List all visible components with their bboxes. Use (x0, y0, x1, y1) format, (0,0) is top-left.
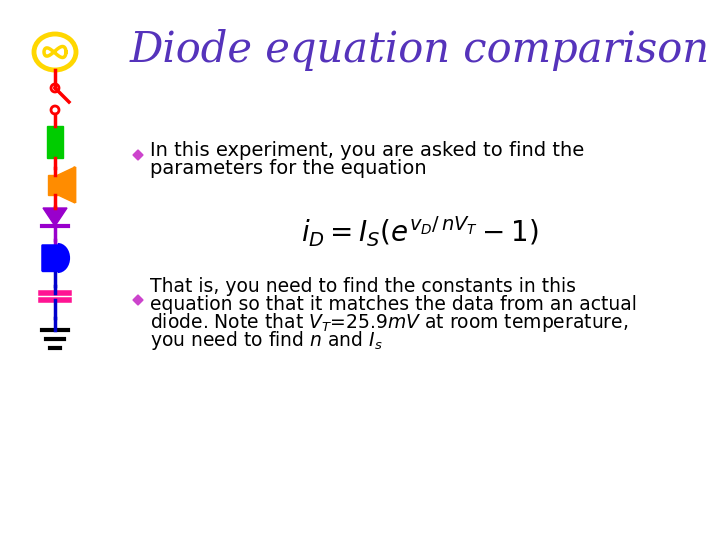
Bar (42, 245, 58, 271)
Text: you need to find $n$ and $I_s$: you need to find $n$ and $I_s$ (150, 329, 383, 353)
Text: $i_D = I_S\left(e^{v_D/\,nV_T} - 1\right)$: $i_D = I_S\left(e^{v_D/\,nV_T} - 1\right… (301, 214, 539, 249)
Polygon shape (133, 150, 143, 160)
Polygon shape (42, 245, 68, 271)
Polygon shape (43, 208, 67, 226)
Bar (47, 126, 63, 158)
Polygon shape (133, 295, 143, 305)
Polygon shape (58, 245, 68, 271)
Polygon shape (58, 167, 75, 203)
Text: In this experiment, you are asked to find the: In this experiment, you are asked to fin… (150, 140, 584, 159)
Text: parameters for the equation: parameters for the equation (150, 159, 427, 178)
Text: diode. Note that $V_T$=25.9$mV$ at room temperature,: diode. Note that $V_T$=25.9$mV$ at room … (150, 312, 629, 334)
Text: That is, you need to find the constants in this: That is, you need to find the constants … (150, 278, 576, 296)
Text: Diode equation comparison: Diode equation comparison (130, 29, 710, 71)
Text: equation so that it matches the data from an actual: equation so that it matches the data fro… (150, 295, 637, 314)
Bar (48, 175, 58, 195)
